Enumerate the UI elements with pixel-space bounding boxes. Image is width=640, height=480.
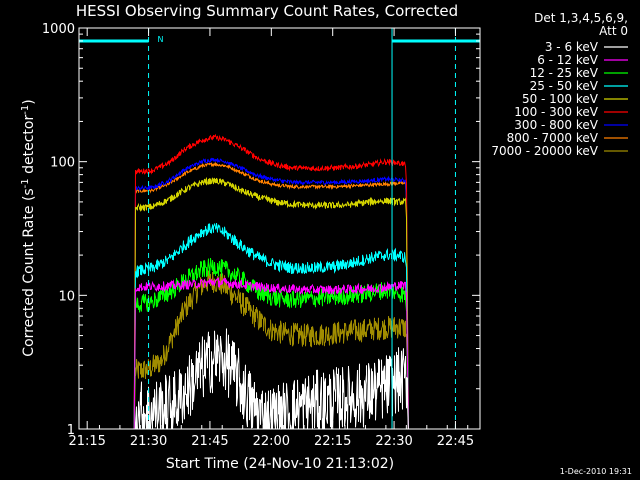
series-line-50-100-kev <box>133 176 409 430</box>
legend-header-line-2: Att 0 <box>599 24 628 38</box>
series-line-300-800-kev <box>133 157 409 430</box>
legend-label: 6 - 12 keV <box>537 53 599 67</box>
series-line-100-300-kev <box>133 133 409 430</box>
legend-label: 50 - 100 keV <box>522 92 599 106</box>
footer-date: 1-Dec-2010 19:31 <box>560 467 632 476</box>
series-line-7000-20000-kev <box>133 270 409 430</box>
legend-label: 25 - 50 keV <box>530 79 599 93</box>
legend-label: 300 - 800 keV <box>514 118 598 132</box>
series-line-3-6-kev <box>134 328 409 431</box>
x-tick-label: 22:45 <box>437 434 474 449</box>
state-bar-label: N <box>158 35 164 44</box>
series-line-25-50-kev <box>133 222 409 430</box>
x-tick-label: 21:15 <box>68 434 105 449</box>
x-axis-label: Start Time (24-Nov-10 21:13:02) <box>166 456 394 472</box>
x-tick-label: 22:00 <box>253 434 290 449</box>
legend-label: 12 - 25 keV <box>530 66 599 80</box>
legend-label: 7000 - 20000 keV <box>491 144 598 158</box>
legend-header-line-1: Det 1,3,4,5,6,9, <box>534 11 628 25</box>
legend-label: 3 - 6 keV <box>545 40 599 54</box>
series-line-6-12-kev <box>133 276 409 430</box>
y-tick-label: 1000 <box>42 22 75 37</box>
series-line-800-7000-kev <box>133 161 409 430</box>
y-tick-label: 1 <box>67 423 75 438</box>
legend-label: 100 - 300 keV <box>514 105 598 119</box>
axes: 21:15 21:30 21:45 22:00 22:15 22:30 22:45 1 10 10… <box>42 22 481 449</box>
x-tick-label: 22:15 <box>314 434 351 449</box>
y-axis-label: Corrected Count Rate (s-1 detector-1) <box>20 99 37 356</box>
plot-frame <box>78 27 481 430</box>
x-tick-label: 22:30 <box>375 434 412 449</box>
x-tick-label: 21:30 <box>130 434 167 449</box>
y-tick-label: 10 <box>58 289 75 304</box>
legend-label: 800 - 7000 keV <box>507 131 599 145</box>
series-line-12-25-kev <box>133 257 409 430</box>
chart-title: HESSI Observing Summary Count Rates, Cor… <box>76 2 458 20</box>
plot-area: N <box>78 28 480 431</box>
x-tick-label: 21:45 <box>191 434 228 449</box>
y-tick-label: 100 <box>50 156 75 171</box>
